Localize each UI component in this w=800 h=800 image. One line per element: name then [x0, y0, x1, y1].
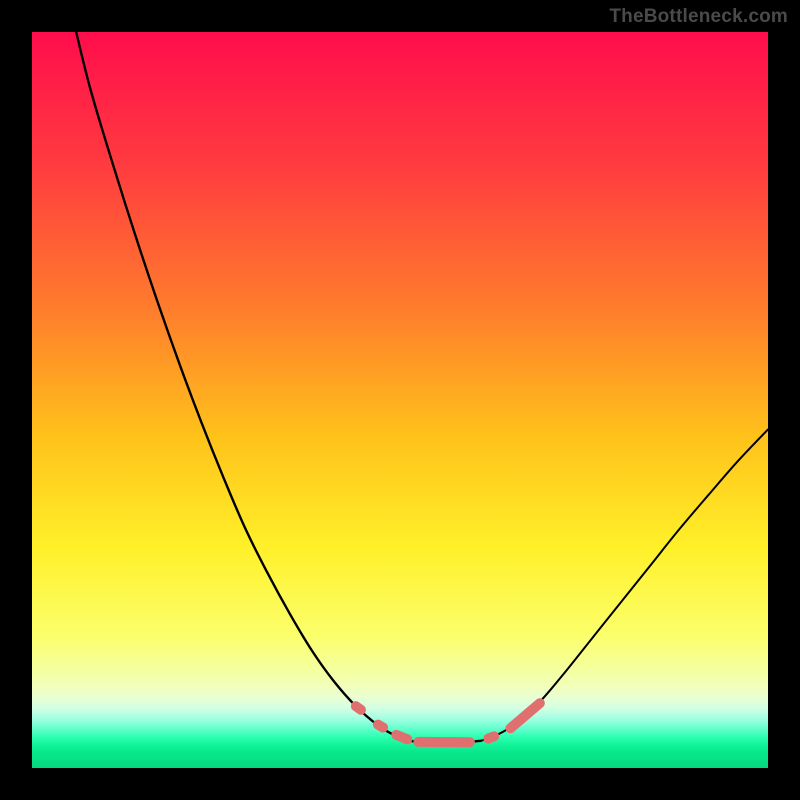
- watermark-text: TheBottleneck.com: [609, 6, 788, 28]
- gradient-background: [32, 32, 768, 768]
- chart-frame: TheBottleneck.com: [0, 0, 800, 800]
- plot-area: [32, 32, 768, 768]
- bottleneck-chart: [32, 32, 768, 768]
